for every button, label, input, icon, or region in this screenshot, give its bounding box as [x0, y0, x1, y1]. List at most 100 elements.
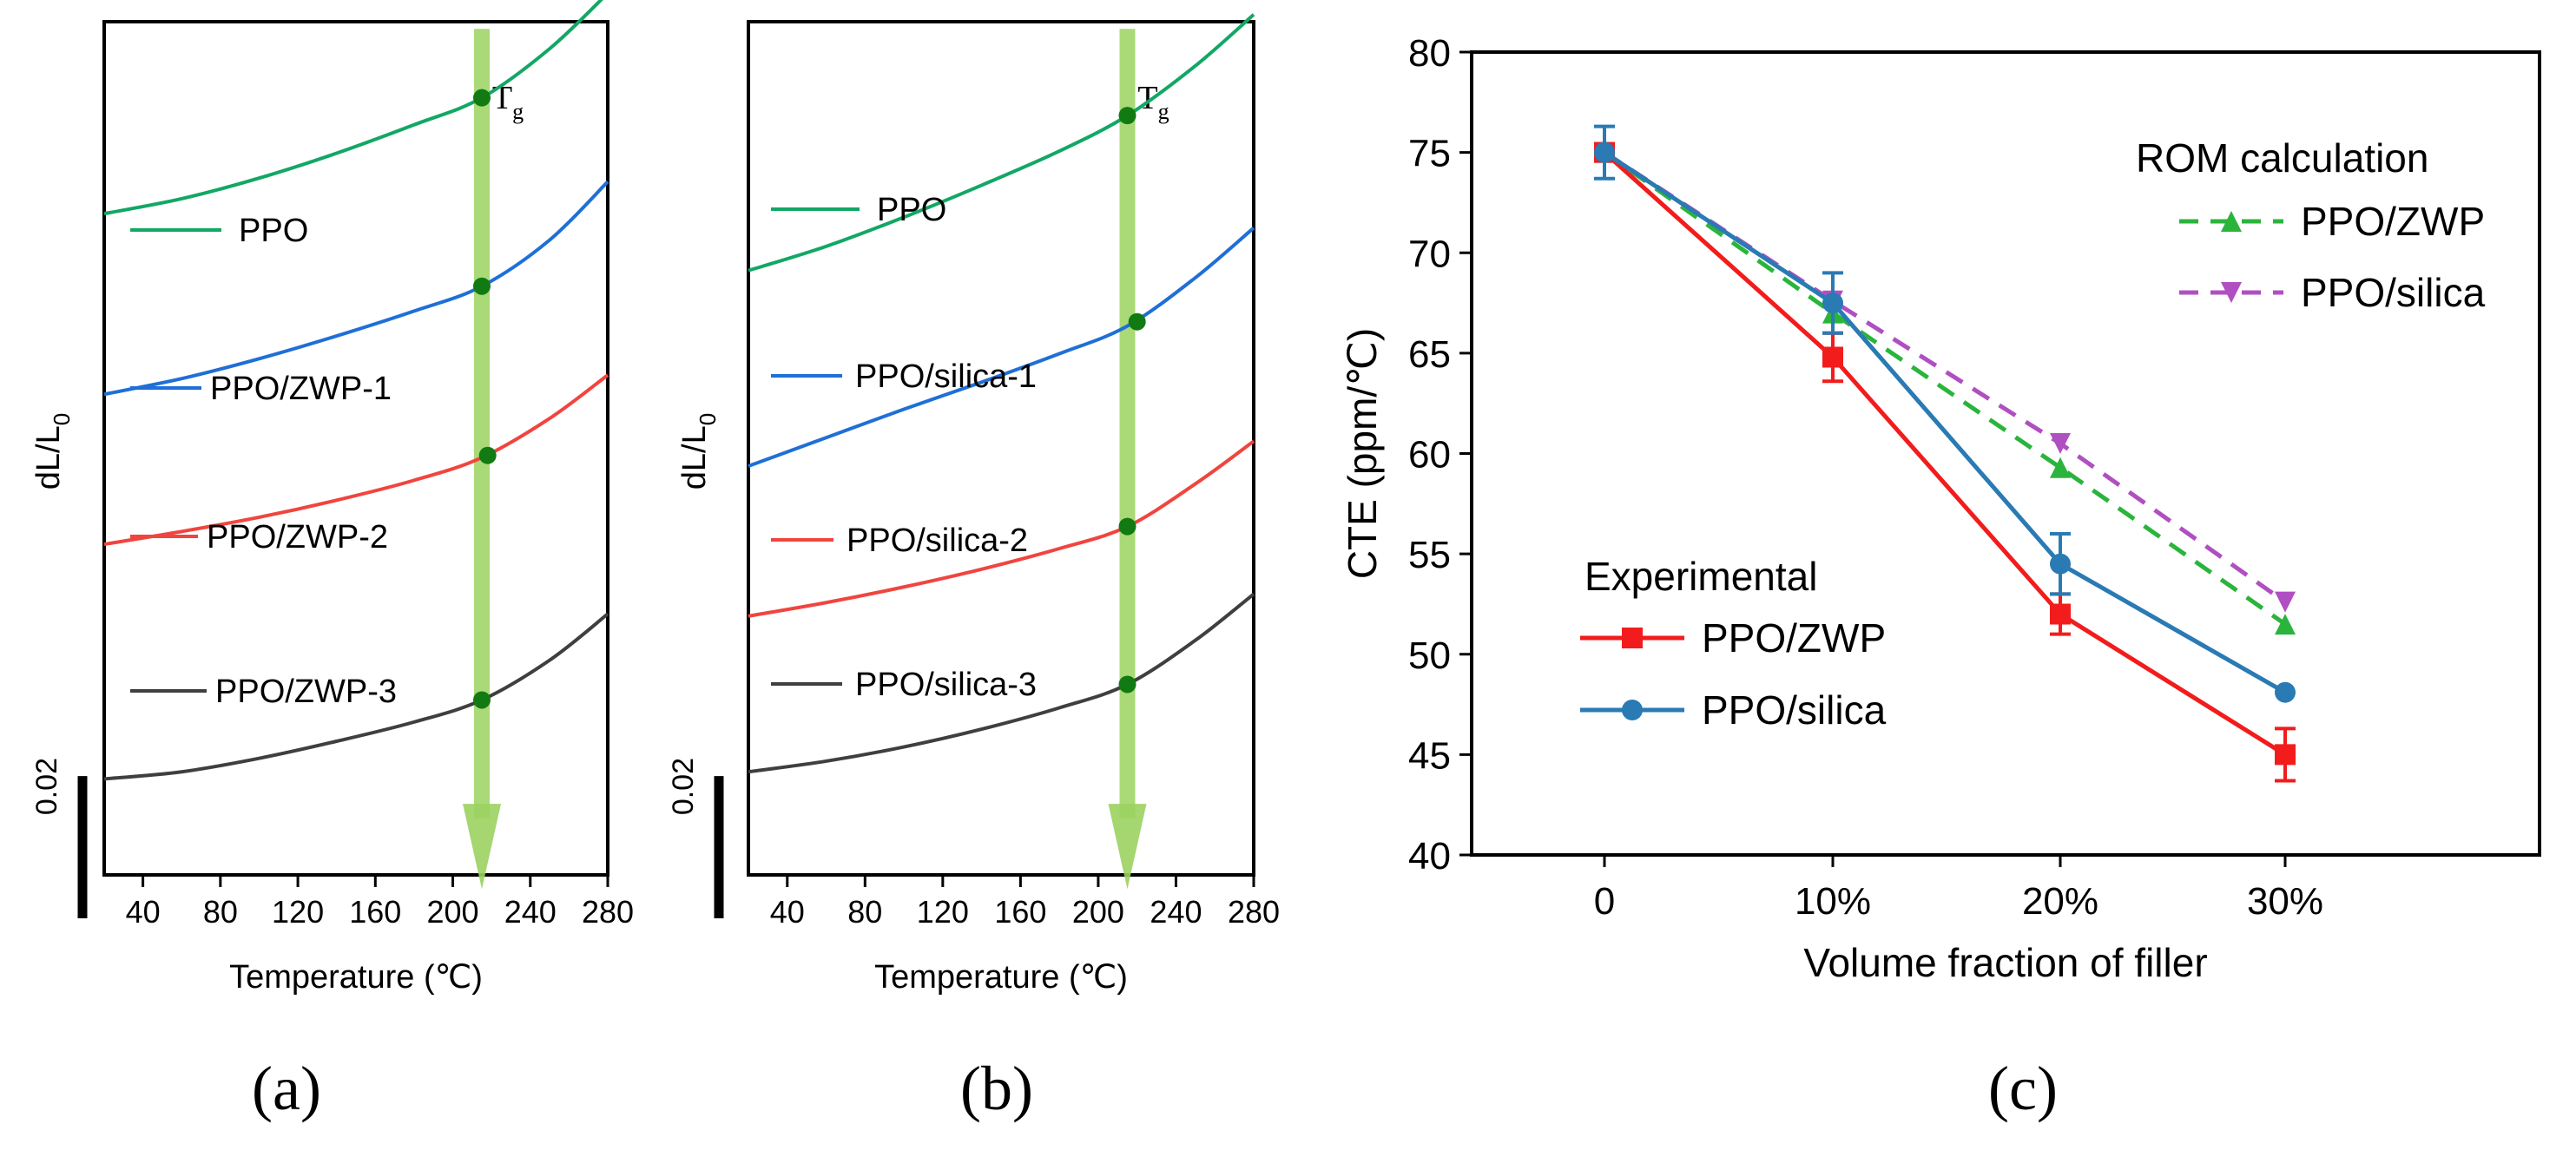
panel-c-chart: 40 45 50 55 60 65 70 75 80 0 10% 20% 30% Volume fract… — [1340, 32, 2541, 985]
data-point — [2050, 553, 2071, 575]
y-axis-label-subscript: 0 — [49, 413, 75, 425]
x-tick-label: 160 — [994, 894, 1046, 930]
tg-label: Tg — [1137, 80, 1169, 124]
data-point — [2275, 681, 2296, 703]
tg-point — [478, 446, 497, 464]
y-tick-label: 40 — [1408, 835, 1451, 878]
series-label: PPO/ZWP-2 — [207, 519, 388, 555]
tg-arrow-head — [463, 804, 501, 890]
data-point — [1822, 293, 1843, 314]
x-tick-label: 200 — [1072, 894, 1124, 930]
series-label: PPO — [239, 213, 308, 249]
tg-point — [1128, 312, 1146, 331]
series-label: PPO/ZWP-3 — [215, 674, 397, 710]
x-tick-label: 160 — [349, 894, 401, 930]
series-label: PPO — [877, 192, 946, 228]
plot-frame — [747, 20, 1255, 877]
legend-marker — [1622, 700, 1643, 720]
x-axis-label: Temperature (℃) — [874, 959, 1128, 996]
x-tick-label: 40 — [770, 894, 805, 930]
scale-bar-label: 0.02 — [30, 758, 63, 815]
x-tick-label: 30% — [2247, 880, 2323, 923]
y-tick-label: 80 — [1408, 32, 1451, 75]
tg-point — [1118, 517, 1136, 536]
x-tick-label: 80 — [203, 894, 238, 930]
series-line-exp-PPO/ZWP — [1603, 150, 2287, 757]
tg-point — [473, 691, 491, 709]
series-line-exp-PPO/silica — [1603, 150, 2287, 694]
y-tick-label: 45 — [1408, 734, 1451, 777]
x-tick-label: 200 — [426, 894, 478, 930]
data-point — [2050, 457, 2071, 478]
y-axis-label-subscript: 0 — [695, 413, 721, 425]
x-tick-label: 80 — [847, 894, 882, 930]
legend-marker — [2221, 282, 2242, 303]
y-axis-label: dL/L0 — [676, 413, 721, 490]
tg-label: Tg — [492, 80, 524, 124]
curve-PPO — [748, 13, 1255, 273]
x-tick-label: 0 — [1594, 880, 1615, 923]
curve-PPO/silica-1 — [748, 227, 1255, 468]
curve-PPO/ZWP-1 — [103, 180, 609, 397]
x-tick-label: 240 — [504, 894, 557, 930]
data-point — [2275, 614, 2296, 635]
y-axis-label-main: dL/L — [30, 425, 67, 490]
series-label: PPO/ZWP-1 — [210, 371, 392, 407]
tg-label-subscript: g — [1158, 99, 1169, 124]
x-tick-label: 40 — [126, 894, 161, 930]
panel-label-b: (b) — [960, 1054, 1033, 1123]
legend-marker — [1622, 628, 1643, 648]
legend-label: PPO/ZWP — [1702, 615, 1886, 661]
tg-point — [1118, 675, 1136, 694]
y-tick-label: 65 — [1408, 333, 1451, 376]
tg-point — [473, 277, 491, 295]
data-point — [2275, 591, 2296, 613]
series-label: PPO/silica-3 — [855, 667, 1037, 703]
plot-frame — [102, 20, 609, 877]
curve-PPO/silica-3 — [748, 592, 1255, 774]
x-axis-label: Temperature (℃) — [229, 959, 483, 996]
series-label: PPO/silica-1 — [855, 358, 1037, 395]
curve-PPO/silica-2 — [748, 439, 1255, 618]
y-axis-label: CTE (ppm/℃) — [1340, 328, 1385, 579]
legend-label: PPO/silica — [2301, 270, 2486, 315]
x-tick-label: 280 — [582, 894, 634, 930]
y-tick-label: 70 — [1408, 233, 1451, 275]
y-axis-label: dL/L0 — [30, 413, 75, 490]
curve-PPO/ZWP-3 — [103, 612, 609, 781]
x-tick-label: 20% — [2022, 880, 2098, 923]
curve-PPO — [103, 0, 603, 216]
series-label: PPO/silica-2 — [847, 523, 1028, 559]
panel-label-a: (a) — [252, 1054, 321, 1123]
x-tick-label: 120 — [272, 894, 324, 930]
x-tick-label: 120 — [917, 894, 969, 930]
data-point — [1822, 346, 1843, 368]
x-tick-label: 240 — [1150, 894, 1202, 930]
data-point — [2275, 744, 2296, 766]
tg-point — [1118, 107, 1136, 125]
legend-marker — [2221, 211, 2242, 232]
data-point — [2050, 603, 2071, 625]
y-tick-label: 75 — [1408, 133, 1451, 175]
x-axis-label: Volume fraction of filler — [1803, 940, 2207, 985]
y-tick-label: 50 — [1408, 634, 1451, 677]
scale-bar-label: 0.02 — [667, 758, 700, 815]
curve-PPO/ZWP-2 — [103, 373, 609, 547]
legend-title-experimental: Experimental — [1584, 554, 1817, 599]
y-axis-label-main: dL/L — [676, 425, 713, 490]
data-point — [1594, 141, 1615, 163]
panel-label-c: (c) — [1988, 1054, 2058, 1123]
x-tick-label: 280 — [1228, 894, 1280, 930]
legend-title-rom: ROM calculation — [2136, 135, 2428, 181]
x-tick-label: 10% — [1795, 880, 1871, 923]
legend-label: PPO/silica — [1702, 687, 1887, 733]
series-line-rom-PPO/ZWP — [1603, 150, 2287, 627]
tg-point — [473, 89, 491, 107]
y-tick-label: 60 — [1408, 434, 1451, 477]
y-tick-label: 55 — [1408, 534, 1451, 576]
tg-arrow-head — [1108, 804, 1147, 890]
tg-label-subscript: g — [512, 99, 524, 124]
legend-label: PPO/ZWP — [2301, 199, 2485, 244]
